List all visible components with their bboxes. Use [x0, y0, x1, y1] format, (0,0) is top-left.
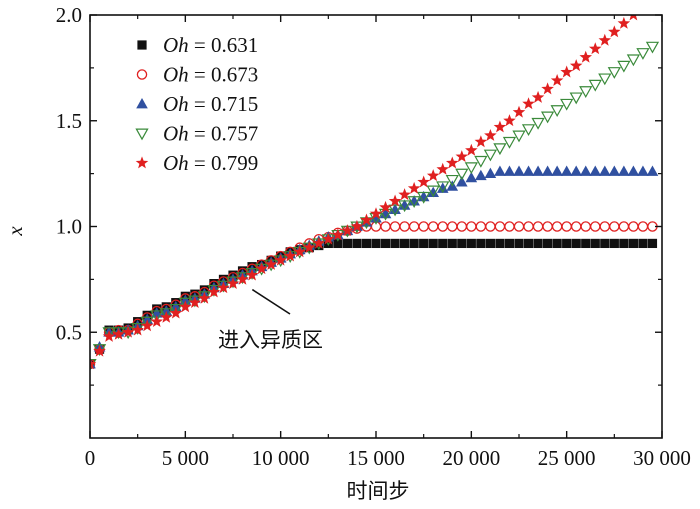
legend-value: 0.631 [211, 33, 258, 57]
data-point [486, 239, 495, 248]
legend-label: Oh = 0.631 [163, 33, 258, 57]
data-point [448, 239, 457, 248]
data-point [438, 239, 447, 248]
data-point [629, 239, 638, 248]
legend-value: 0.715 [211, 92, 258, 116]
y-tick-label: 0.5 [56, 320, 82, 344]
legend-prefix: Oh [163, 63, 189, 87]
data-point [562, 239, 571, 248]
data-point [362, 239, 371, 248]
legend-label: Oh = 0.715 [163, 92, 258, 116]
legend-equals: = [189, 122, 211, 146]
x-tick-label: 0 [85, 446, 96, 470]
data-point [400, 239, 409, 248]
data-point [429, 239, 438, 248]
x-tick-label: 30 000 [633, 446, 691, 470]
data-point [524, 239, 533, 248]
x-axis-title: 时间步 [347, 479, 410, 503]
data-point [371, 239, 380, 248]
data-point [581, 239, 590, 248]
data-point [352, 239, 361, 248]
chart-figure: 0 5 000 10 000 15 000 20 000 25 000 30 000 0.5 1… [0, 0, 700, 509]
legend-value: 0.799 [211, 151, 258, 175]
data-point [419, 239, 428, 248]
legend-marker [137, 40, 146, 49]
legend-prefix: Oh [163, 92, 189, 116]
data-point [505, 239, 514, 248]
data-point [543, 239, 552, 248]
legend-label: Oh = 0.673 [163, 63, 258, 87]
data-point [410, 239, 419, 248]
data-point [514, 239, 523, 248]
data-point [390, 239, 399, 248]
y-tick-label: 1.5 [56, 109, 82, 133]
legend-prefix: Oh [163, 151, 189, 175]
data-point [553, 239, 562, 248]
y-tick-label: 1.0 [56, 215, 82, 239]
y-tick-label: 2.0 [56, 3, 82, 27]
data-point [467, 239, 476, 248]
legend-label: Oh = 0.757 [163, 122, 258, 146]
data-point [495, 239, 504, 248]
annotation-label: 进入异质区 [218, 328, 323, 352]
data-point [476, 239, 485, 248]
scatter-chart: 0 5 000 10 000 15 000 20 000 25 000 30 000 0.5 1… [0, 0, 700, 509]
legend-equals: = [189, 33, 211, 57]
data-point [572, 239, 581, 248]
data-point [610, 239, 619, 248]
data-point [343, 239, 352, 248]
data-point [457, 239, 466, 248]
y-axis-title: x [3, 226, 27, 237]
legend-value: 0.757 [211, 122, 258, 146]
legend-value: 0.673 [211, 63, 258, 87]
data-point [381, 239, 390, 248]
x-tick-label: 15 000 [347, 446, 405, 470]
data-point [638, 239, 647, 248]
legend-prefix: Oh [163, 122, 189, 146]
legend-equals: = [189, 92, 211, 116]
x-tick-label: 5 000 [162, 446, 209, 470]
data-point [648, 239, 657, 248]
legend-prefix: Oh [163, 33, 189, 57]
x-tick-label: 10 000 [252, 446, 310, 470]
legend-equals: = [189, 63, 211, 87]
data-point [533, 239, 542, 248]
data-point [619, 239, 628, 248]
data-point [591, 239, 600, 248]
x-tick-label: 25 000 [538, 446, 596, 470]
x-tick-label: 20 000 [442, 446, 500, 470]
data-point [600, 239, 609, 248]
chart-background [0, 0, 700, 509]
legend-label: Oh = 0.799 [163, 151, 258, 175]
legend-equals: = [189, 151, 211, 175]
